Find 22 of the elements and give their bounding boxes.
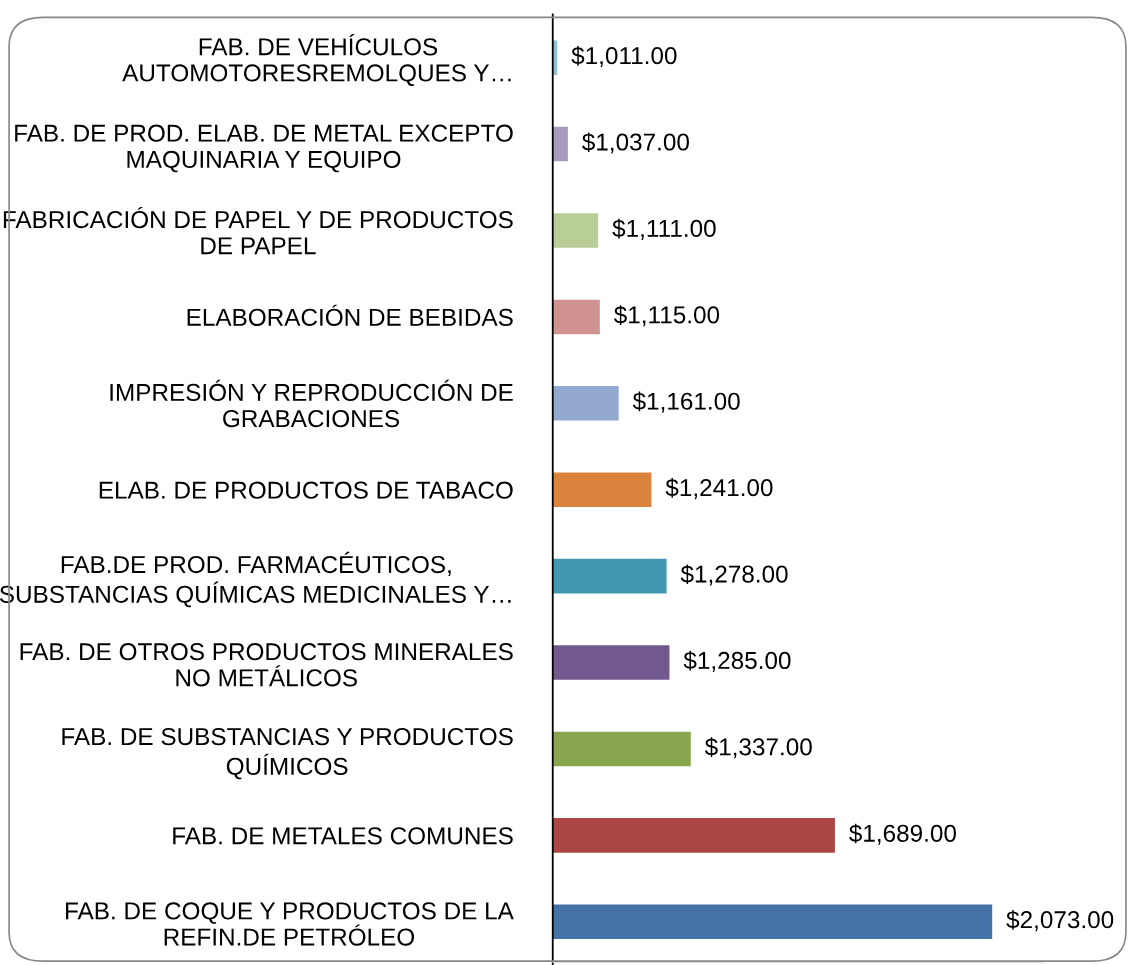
data-label: $1,337.00 [704, 737, 812, 759]
y-tick-label: FAB. DE SUBSTANCIAS Y PRODUCTOS QUÍMICOS [62, 727, 513, 780]
data-label: $1,115.00 [613, 305, 720, 327]
data-label: $1,241.00 [665, 478, 773, 500]
data-label: $1,111.00 [612, 218, 716, 240]
y-tick-label: ELAB. DE PRODUCTOS DE TABACO [99, 481, 513, 499]
data-label: $2,073.00 [1006, 910, 1114, 932]
y-tick-label: FAB. DE VEHÍCULOS AUTOMOTORESREMOLQUES Y… [122, 34, 511, 86]
data-label: $1,161.00 [632, 391, 740, 413]
data-label: $1,285.00 [683, 650, 791, 672]
data-label: $1,689.00 [849, 823, 956, 845]
data-label: $1,278.00 [680, 564, 788, 586]
data-label: $1,037.00 [582, 132, 689, 154]
y-tick-label: FAB. DE METALES COMUNES [173, 827, 513, 845]
y-tick-label: FABRICACIÓN DE PAPEL Y DE PRODUCTOS DE PAPEL [3, 206, 513, 255]
y-tick-label: IMPRESIÓN Y REPRODUCCIÓN DE GRABACIONES [110, 379, 513, 428]
data-label: $1,011.00 [571, 45, 677, 68]
y-tick-label: FAB. DE PROD. ELAB. DE METAL EXCEPTO MAQUINARIA Y EQUIPO [15, 124, 513, 173]
y-tick-label: FAB. DE OTROS PRODUCTOS MINERALES NO METÁLICOS [20, 643, 513, 687]
y-tick-label: FAB. DE COQUE Y PRODUCTOS DE LA REFIN.DE PETRÓLEO [66, 902, 514, 946]
y-tick-label: ELABORACIÓN DE BEBIDAS [187, 304, 513, 326]
y-tick-label: FAB.DE PROD. FARMACÉUTICOS, SUBSTANCIAS QUÍMICAS MEDICINALES Y… [0, 551, 511, 608]
